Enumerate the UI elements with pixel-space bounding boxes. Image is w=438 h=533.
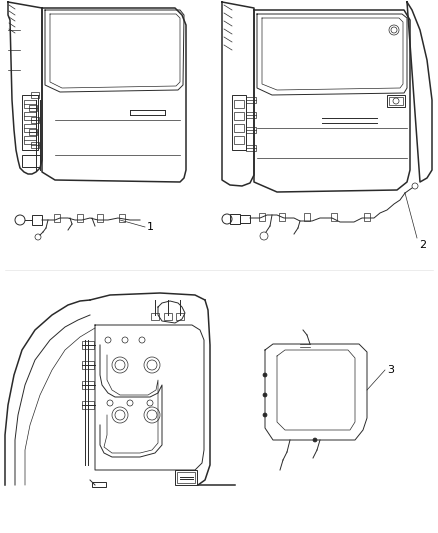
- Bar: [246, 97, 256, 103]
- Bar: [119, 214, 125, 222]
- Bar: [54, 214, 60, 222]
- Bar: [387, 95, 405, 107]
- Bar: [31, 117, 39, 123]
- Bar: [364, 213, 370, 221]
- Bar: [304, 213, 310, 221]
- Bar: [246, 127, 256, 133]
- Bar: [29, 129, 37, 135]
- Bar: [32, 215, 42, 225]
- Text: 2: 2: [419, 240, 426, 250]
- Bar: [22, 155, 40, 167]
- Text: 1: 1: [147, 222, 154, 232]
- Bar: [234, 124, 244, 132]
- Bar: [234, 100, 244, 108]
- Bar: [279, 213, 285, 221]
- Circle shape: [263, 413, 267, 417]
- Circle shape: [263, 393, 267, 397]
- Bar: [22, 95, 38, 150]
- Bar: [389, 97, 403, 105]
- Bar: [259, 213, 265, 221]
- Text: 3: 3: [387, 365, 394, 375]
- Bar: [31, 142, 39, 148]
- Bar: [240, 215, 250, 223]
- Bar: [151, 313, 159, 320]
- Bar: [24, 136, 36, 144]
- Bar: [97, 214, 103, 222]
- Bar: [82, 381, 94, 389]
- Bar: [82, 361, 94, 369]
- Bar: [77, 214, 83, 222]
- Bar: [175, 470, 197, 485]
- Bar: [177, 472, 195, 483]
- Circle shape: [313, 438, 317, 442]
- Bar: [246, 112, 256, 118]
- Bar: [234, 112, 244, 120]
- Bar: [82, 401, 94, 409]
- Bar: [24, 100, 36, 108]
- Bar: [92, 482, 106, 487]
- Bar: [31, 92, 39, 98]
- Bar: [234, 136, 244, 144]
- Circle shape: [263, 373, 267, 377]
- Bar: [24, 112, 36, 120]
- Bar: [24, 124, 36, 132]
- Bar: [331, 213, 337, 221]
- Bar: [246, 145, 256, 151]
- Bar: [29, 105, 37, 111]
- Bar: [82, 341, 94, 349]
- Bar: [176, 313, 184, 320]
- Bar: [232, 95, 246, 150]
- Bar: [230, 214, 240, 224]
- Bar: [164, 313, 172, 320]
